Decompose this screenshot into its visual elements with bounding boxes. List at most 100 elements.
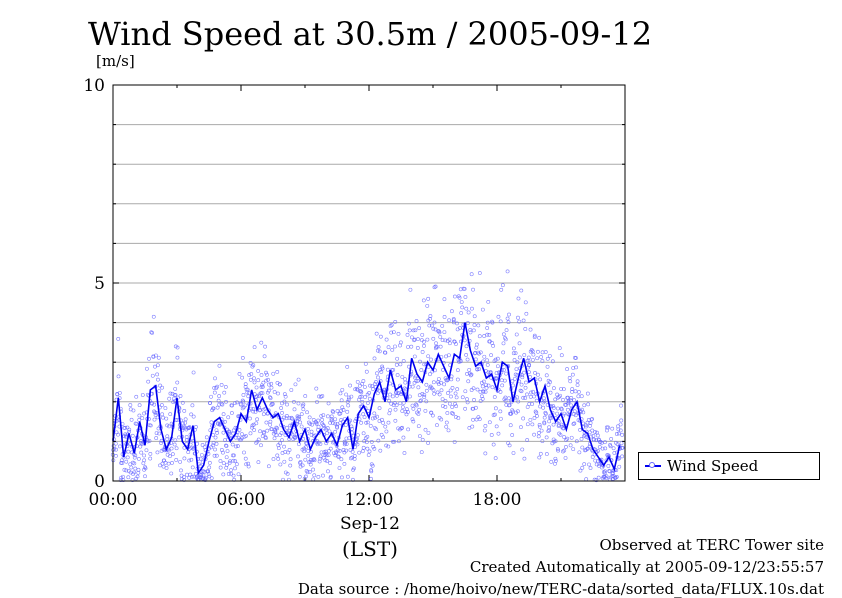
data-point: [285, 402, 289, 407]
data-point: [478, 399, 483, 403]
data-point: [427, 323, 432, 328]
data-point: [520, 373, 525, 378]
data-point: [198, 456, 203, 461]
data-point: [411, 406, 416, 411]
data-point: [306, 460, 311, 465]
data-point: [582, 403, 587, 408]
data-point: [155, 363, 160, 368]
data-point: [516, 315, 520, 320]
data-point: [581, 410, 586, 415]
data-point: [267, 382, 271, 387]
data-point: [562, 448, 567, 453]
data-point: [496, 314, 501, 319]
data-point: [437, 330, 442, 335]
data-point: [416, 337, 420, 342]
data-point: [611, 446, 616, 451]
data-point: [386, 345, 391, 350]
data-point: [620, 454, 625, 459]
data-point: [434, 341, 438, 346]
data-point: [571, 447, 576, 452]
data-point: [303, 474, 308, 479]
data-point: [326, 453, 331, 457]
data-point: [282, 444, 286, 449]
data-point: [129, 417, 134, 422]
data-point: [133, 466, 138, 471]
data-point: [352, 453, 357, 458]
data-point: [243, 403, 248, 408]
data-point: [504, 371, 509, 376]
data-point: [207, 465, 212, 470]
data-point: [475, 367, 480, 372]
data-point: [259, 391, 263, 395]
data-point: [264, 378, 269, 383]
data-point: [324, 453, 329, 458]
data-point: [410, 335, 414, 340]
data-point: [517, 319, 522, 324]
data-point: [147, 439, 152, 443]
data-point: [511, 451, 516, 455]
data-point: [153, 353, 158, 358]
data-point: [172, 396, 176, 401]
data-point: [358, 383, 362, 388]
data-point: [206, 472, 211, 477]
data-point: [231, 453, 236, 458]
data-point: [453, 391, 458, 396]
data-point: [386, 444, 391, 449]
data-point: [619, 441, 624, 446]
data-point: [506, 396, 511, 401]
data-point: [320, 417, 324, 422]
data-point: [113, 441, 118, 446]
data-point: [401, 359, 406, 363]
data-point: [331, 410, 336, 415]
data-point: [428, 372, 432, 377]
data-point: [139, 450, 144, 455]
data-point: [329, 417, 334, 421]
data-point: [245, 387, 250, 392]
data-point: [507, 403, 512, 408]
data-point: [582, 462, 587, 467]
data-point: [233, 466, 237, 471]
data-point: [339, 457, 344, 462]
data-point: [400, 375, 405, 379]
data-point: [265, 390, 270, 395]
data-point: [147, 356, 151, 361]
data-point: [564, 437, 568, 442]
data-point: [262, 431, 266, 436]
data-point: [260, 391, 265, 395]
data-point: [559, 353, 564, 358]
data-point: [547, 428, 552, 433]
data-point: [442, 382, 447, 387]
data-point: [558, 393, 563, 398]
data-point: [168, 454, 172, 459]
data-point: [445, 378, 450, 383]
data-point: [536, 434, 541, 439]
data-point: [151, 314, 156, 319]
data-point: [454, 395, 459, 400]
data-point: [532, 416, 537, 420]
data-point: [588, 466, 593, 470]
data-point: [523, 396, 528, 400]
data-point: [483, 451, 488, 456]
data-point: [125, 425, 130, 430]
data-point: [480, 397, 485, 401]
data-point: [211, 432, 215, 437]
data-point: [205, 469, 210, 474]
data-point: [159, 441, 163, 445]
data-point: [350, 450, 355, 454]
data-point: [377, 388, 382, 393]
data-point: [472, 323, 477, 327]
data-point: [452, 440, 457, 444]
data-point: [235, 400, 239, 405]
data-point: [457, 295, 462, 300]
data-point: [214, 428, 219, 433]
data-point: [248, 377, 253, 382]
data-point: [155, 450, 160, 455]
data-point: [164, 416, 169, 421]
data-point: [308, 462, 313, 467]
data-point: [300, 463, 305, 468]
data-point: [463, 406, 468, 411]
data-point: [374, 427, 378, 432]
data-point: [536, 349, 540, 354]
data-point: [262, 354, 267, 359]
data-point: [482, 334, 487, 338]
